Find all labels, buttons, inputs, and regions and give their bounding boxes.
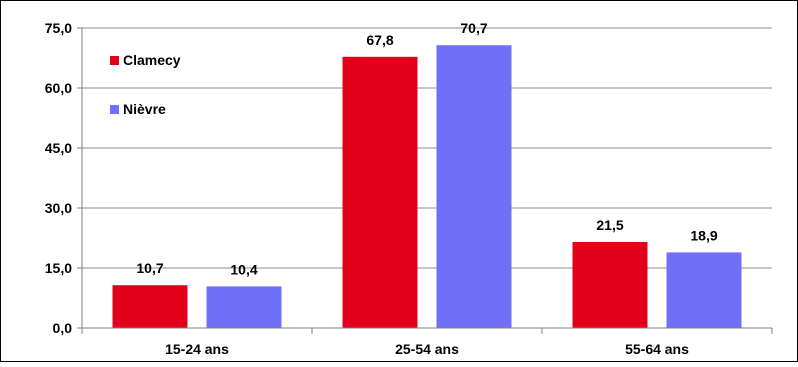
data-label: 70,7: [460, 20, 487, 36]
bar: [112, 285, 188, 328]
y-tick-label: 45,0: [45, 140, 72, 156]
bars: 10,7 10,4 67,8 70,7 21,5 18,9: [112, 20, 742, 329]
x-tick-label: 55-64 ans: [625, 341, 689, 357]
data-label: 10,7: [136, 260, 163, 276]
y-tick-label: 30,0: [45, 200, 72, 216]
bar: [436, 45, 512, 328]
legend-swatch: [110, 56, 119, 65]
x-tick-label: 25-54 ans: [395, 341, 459, 357]
y-tick-label: 0,0: [53, 320, 73, 336]
data-label: 18,9: [690, 227, 717, 243]
bar: [206, 286, 282, 328]
data-label: 10,4: [230, 261, 257, 277]
bar: [342, 56, 418, 329]
legend-label: Nièvre: [123, 101, 166, 117]
axes: 0,0 15,0 30,0 45,0 60,0 75,0 15-24 ans 25-54 an…: [45, 20, 773, 357]
legend-swatch: [110, 105, 119, 114]
bar: [666, 252, 742, 328]
bar: [572, 242, 648, 328]
y-tick-label: 75,0: [45, 20, 72, 36]
legend: Clamecy Nièvre: [110, 52, 181, 117]
y-tick-label: 15,0: [45, 260, 72, 276]
gridlines: [82, 27, 772, 269]
legend-label: Clamecy: [123, 52, 181, 68]
x-tick-label: 15-24 ans: [165, 341, 229, 357]
data-label: 67,8: [366, 32, 393, 48]
y-tick-label: 60,0: [45, 80, 72, 96]
data-label: 21,5: [596, 217, 623, 233]
